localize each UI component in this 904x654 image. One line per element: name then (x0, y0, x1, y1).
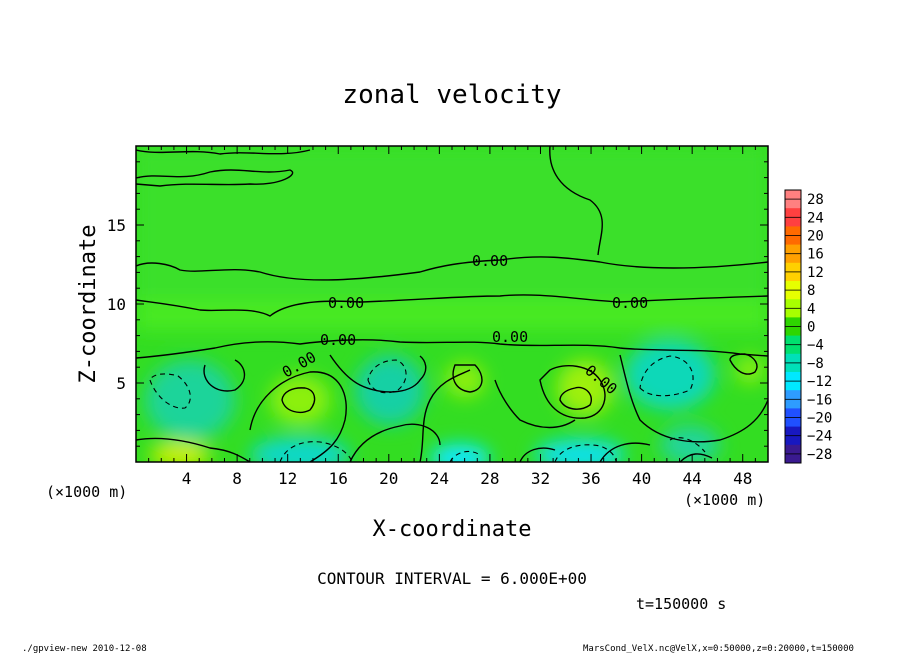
x-tick-label: 32 (531, 469, 550, 488)
colorbar-label: −16 (807, 392, 832, 408)
x-tick-label: 16 (329, 469, 348, 488)
contour-label: 0.00 (320, 331, 356, 349)
x-axis-label: X-coordinate (373, 517, 532, 542)
colorbar-label: −4 (807, 338, 824, 354)
x-unit-right: (×1000 m) (684, 491, 765, 509)
colorbar-label: −8 (807, 356, 824, 372)
colorbar-label: 8 (807, 283, 815, 299)
x-tick-label: 20 (379, 469, 398, 488)
contour-interval-text: CONTOUR INTERVAL = 6.000E+00 (317, 569, 587, 588)
x-tick-label: 44 (683, 469, 702, 488)
contour-label: 0.00 (492, 328, 528, 346)
x-tick-label: 36 (581, 469, 600, 488)
contour-label: 0.00 (612, 294, 648, 312)
x-tick-label: 48 (733, 469, 752, 488)
x-axis: 4 8 12 16 20 24 28 32 36 40 44 48 (148, 146, 756, 488)
x-tick-label: 4 (182, 469, 192, 488)
x-tick-label: 12 (278, 469, 297, 488)
colorbar-label: 20 (807, 229, 824, 245)
y-axis-label: Z-coordinate (76, 225, 101, 384)
x-tick-label: 28 (480, 469, 499, 488)
colorbar-label: −28 (807, 447, 832, 463)
x-unit-left: (×1000 m) (46, 483, 127, 501)
footer-right: MarsCond_VelX.nc@VelX,x=0:50000,z=0:2000… (583, 644, 854, 654)
colorbar-label: −12 (807, 374, 832, 390)
colorbar-label: 4 (807, 301, 815, 317)
colorbar-label: 28 (807, 192, 824, 208)
y-tick-label: 15 (107, 216, 126, 235)
colorbar-label: −24 (807, 429, 832, 445)
footer-left: ./gpview-new 2010-12-08 (22, 644, 147, 654)
colorbar-label: 0 (807, 320, 815, 336)
x-tick-label: 8 (232, 469, 242, 488)
plot-area: 0.00 0.00 0.00 0.00 0.00 0.00 0.00 (136, 146, 768, 462)
colorbar: 28 24 20 16 12 8 4 0 −4 −8 −12 −16 −20 −24 −28 (784, 189, 832, 464)
colorbar-label: −20 (807, 411, 832, 427)
x-tick-label: 40 (632, 469, 651, 488)
y-axis: 5 10 15 (107, 161, 768, 447)
y-tick-label: 5 (116, 374, 126, 393)
chart-title: zonal velocity (342, 80, 561, 110)
colorbar-label: 24 (807, 210, 824, 226)
contour-label: 0.00 (328, 294, 364, 312)
x-tick-label: 24 (430, 469, 449, 488)
y-tick-label: 10 (107, 295, 126, 314)
contour-lines-dashed (149, 355, 706, 462)
contour-label: 0.00 (472, 252, 508, 270)
time-text: t=150000 s (636, 595, 726, 613)
colorbar-label: 16 (807, 247, 824, 263)
colorbar-label: 12 (807, 265, 824, 281)
contour-lines (136, 146, 768, 462)
